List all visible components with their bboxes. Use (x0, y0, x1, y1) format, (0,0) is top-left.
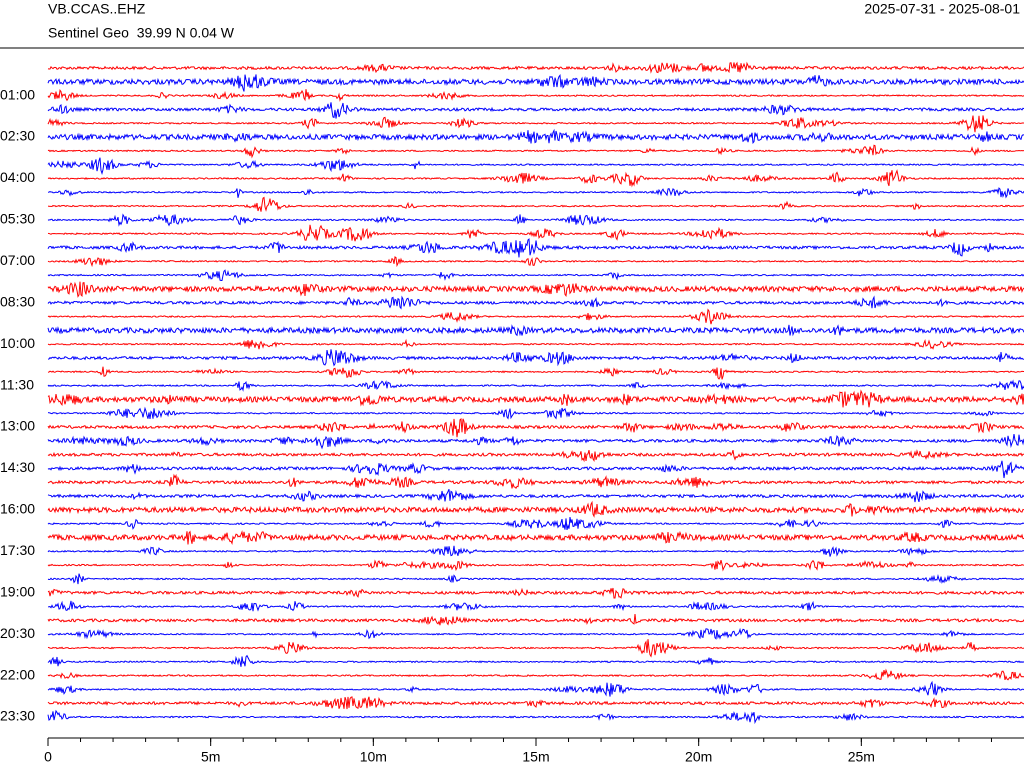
trace (47, 157, 1024, 176)
trace (47, 696, 1024, 710)
trace (47, 473, 1024, 490)
trace (47, 600, 1024, 612)
trace (47, 61, 1024, 74)
y-tick-label: 04:00 (0, 169, 35, 185)
trace (47, 115, 1024, 133)
x-tick-label: 20m (685, 749, 712, 765)
trace (47, 627, 1024, 640)
x-tick-label: 25m (848, 749, 875, 765)
trace (47, 389, 1024, 408)
trace (47, 281, 1024, 298)
date-range: 2025-07-31 - 2025-08-01 (864, 1, 1020, 17)
station: VB.CCAS..EHZ (48, 1, 146, 17)
trace (47, 256, 1024, 268)
y-tick-label: 19:00 (0, 583, 35, 599)
trace (47, 73, 1024, 92)
trace (47, 349, 1024, 367)
y-tick-label: 05:30 (0, 211, 35, 227)
trace (47, 545, 1024, 557)
y-tick-label: 01:00 (0, 86, 35, 102)
trace (47, 269, 1024, 281)
trace (47, 418, 1024, 438)
trace (47, 324, 1024, 337)
y-tick-label: 17:30 (0, 542, 35, 558)
trace (47, 169, 1024, 188)
trace (47, 587, 1024, 599)
trace (47, 709, 1024, 725)
y-tick-label: 13:00 (0, 418, 35, 434)
trace (47, 238, 1024, 258)
trace (47, 559, 1024, 572)
trace (47, 144, 1024, 159)
trace (47, 89, 1024, 102)
trace (47, 295, 1024, 310)
y-tick-label: 02:30 (0, 128, 35, 144)
x-tick-label: 5m (201, 749, 220, 765)
trace (47, 500, 1024, 518)
trace (47, 668, 1024, 681)
trace (47, 308, 1024, 325)
trace (47, 614, 1024, 626)
trace (47, 654, 1024, 667)
trace (47, 573, 1024, 585)
y-tick-label: 22:00 (0, 666, 35, 682)
y-tick-label: 23:30 (0, 708, 35, 724)
y-tick-label: 07:00 (0, 252, 35, 268)
y-tick-label: 16:00 (0, 501, 35, 517)
trace (47, 489, 1024, 503)
x-tick-label: 15m (522, 749, 549, 765)
x-tick-label: 10m (360, 749, 387, 765)
trace (47, 680, 1024, 697)
y-tick-label: 20:30 (0, 625, 35, 641)
x-tick-label: 0 (44, 749, 52, 765)
y-tick-label: 11:30 (0, 376, 34, 392)
trace (47, 213, 1024, 227)
trace (47, 639, 1024, 658)
location: Sentinel Geo 39.99 N 0.04 W (48, 25, 235, 41)
trace (47, 338, 1024, 350)
trace (47, 196, 1024, 212)
trace (47, 379, 1024, 392)
trace (47, 449, 1024, 463)
trace (47, 460, 1024, 479)
trace (47, 102, 1024, 119)
trace (47, 366, 1024, 380)
trace (47, 224, 1024, 242)
y-tick-label: 08:30 (0, 293, 35, 309)
trace (47, 406, 1024, 420)
y-tick-label: 14:30 (0, 459, 35, 475)
trace (47, 530, 1024, 545)
trace (47, 128, 1024, 144)
trace (47, 517, 1024, 531)
y-tick-label: 10:00 (0, 335, 35, 351)
trace (47, 187, 1024, 199)
trace (47, 434, 1024, 450)
